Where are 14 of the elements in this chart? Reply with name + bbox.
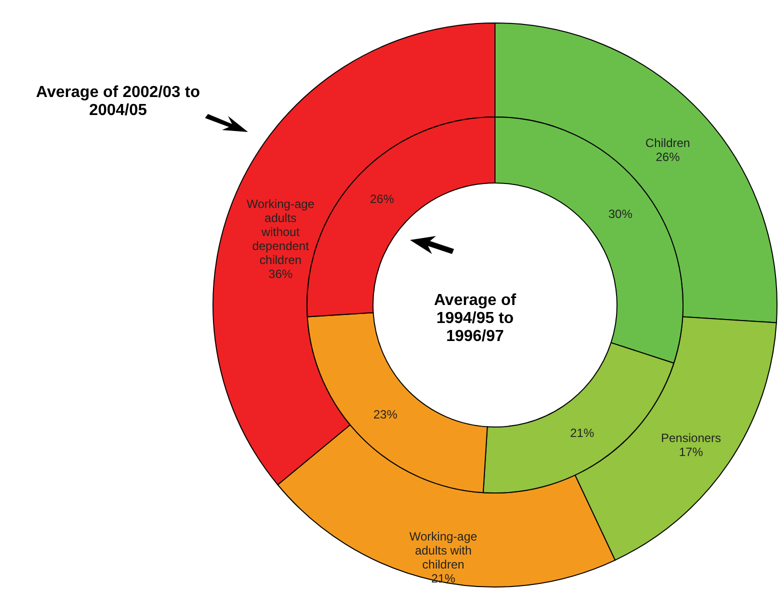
slice-label: Average of 1994/95 to 1996/97 — [434, 292, 517, 345]
data-label: 21% — [570, 426, 594, 440]
slice-label: Pensioners — [660, 431, 722, 446]
data-label: 21% — [431, 571, 456, 586]
slice-label: Working-age adults without dependent children — [246, 197, 315, 268]
data-label: 23% — [373, 408, 398, 422]
slice-label: Children — [645, 136, 690, 150]
data-label: 26% — [370, 192, 394, 206]
slice-label: Average of 2002/03 to 2004/05 — [36, 84, 200, 119]
slice-label: Working-age adults with children — [409, 529, 478, 572]
data-label: 30% — [608, 206, 633, 221]
data-label: 26% — [656, 150, 680, 164]
data-label: 36% — [268, 267, 293, 282]
data-label: 17% — [679, 445, 704, 460]
